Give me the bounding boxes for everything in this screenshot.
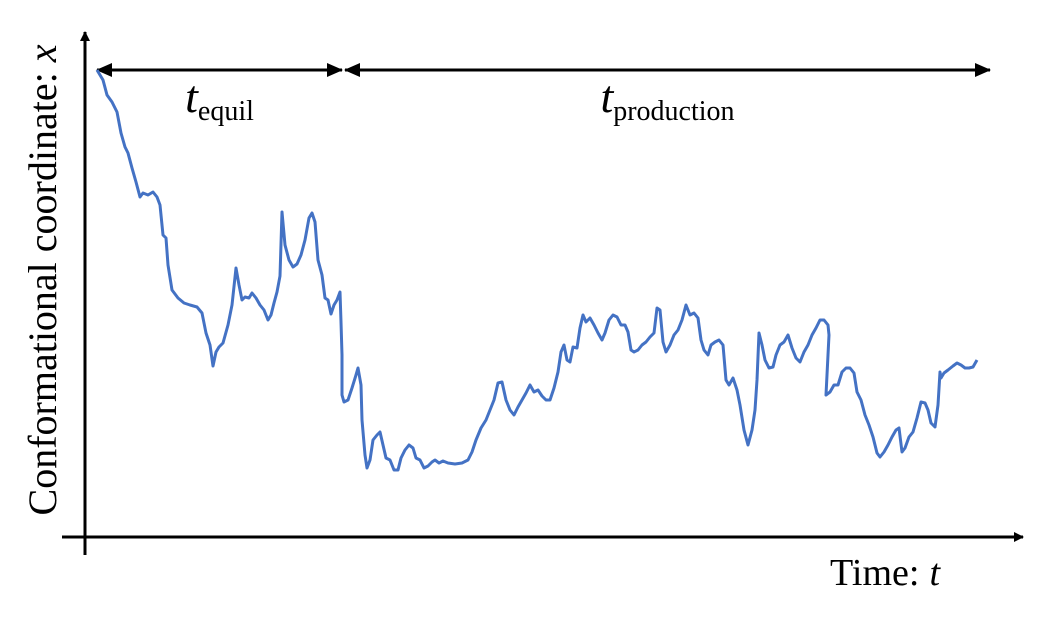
x-label-symbol: t [929, 552, 941, 594]
span-symbol: t [600, 71, 614, 122]
y-axis-label: Conformational coordinate: x [20, 44, 65, 515]
span-subscript: production [613, 96, 734, 127]
data-line [95, 69, 979, 472]
span-label: tequil [185, 71, 254, 127]
span-subscript: equil [198, 96, 254, 127]
x-axis-label: Time: t [830, 552, 941, 594]
span-label: tproduction [600, 71, 734, 127]
span-symbol: t [185, 71, 199, 122]
y-label-text: Conformational coordinate: [20, 72, 65, 515]
y-label-symbol: x [20, 44, 65, 63]
x-label-text: Time: [830, 552, 919, 594]
